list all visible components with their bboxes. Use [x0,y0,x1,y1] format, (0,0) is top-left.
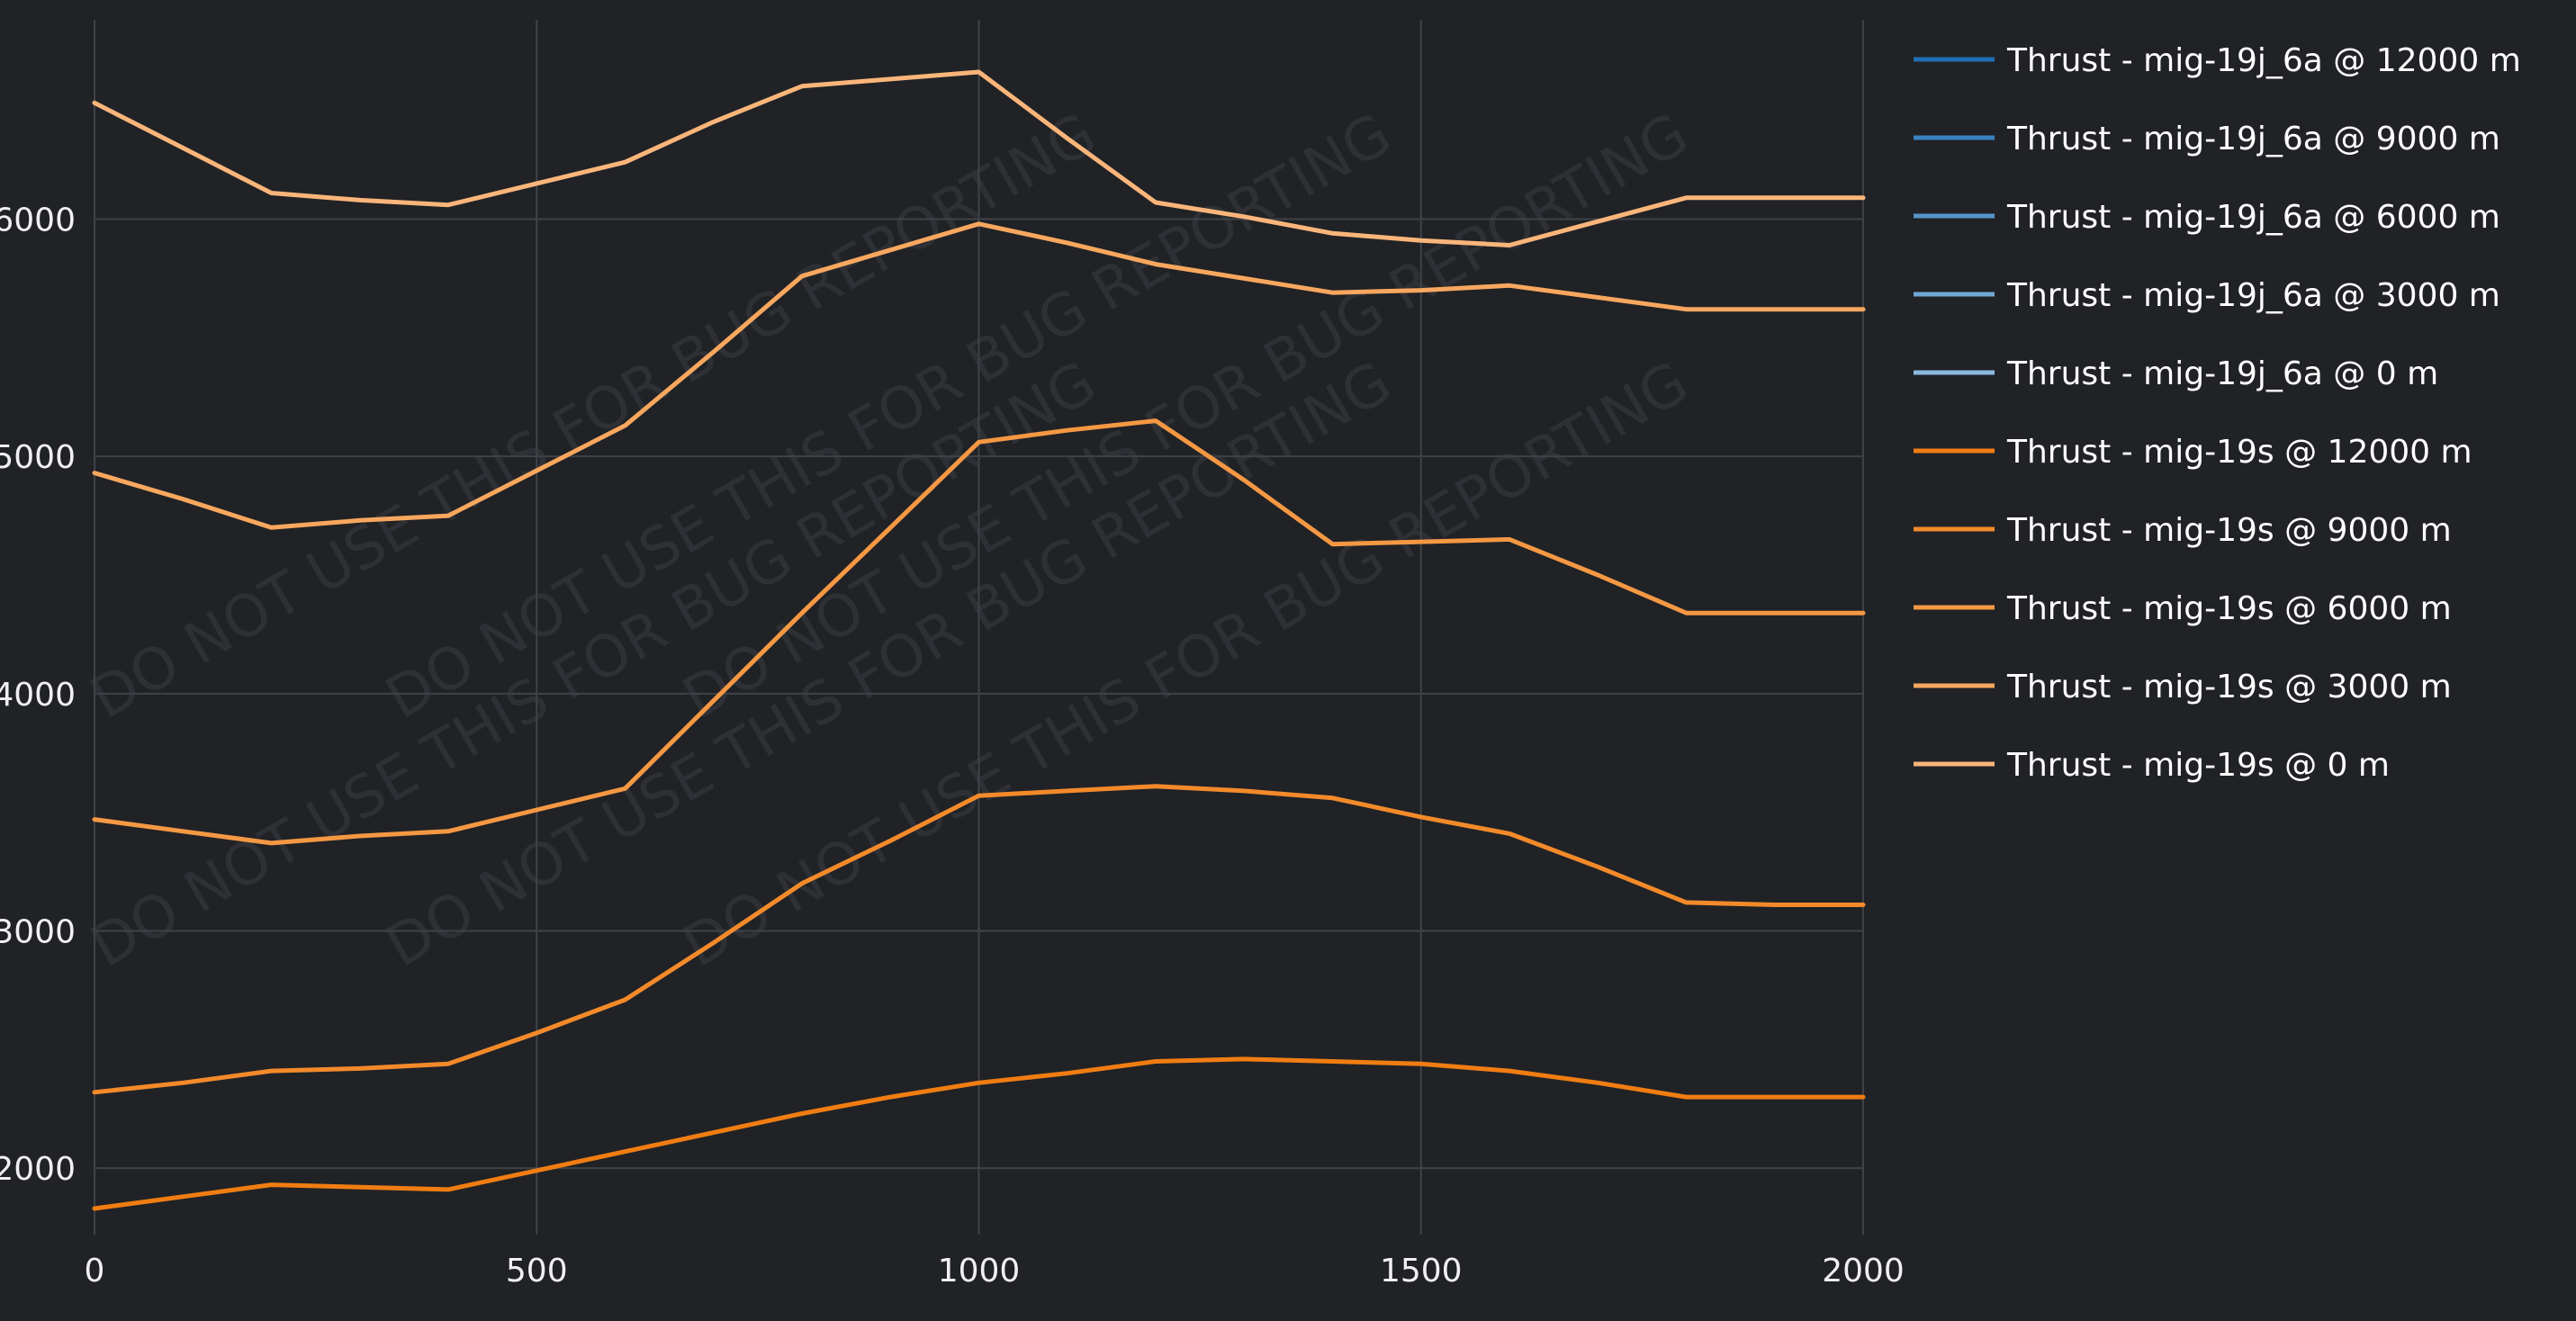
x-tick-label: 500 [506,1253,568,1290]
legend-item[interactable]: Thrust - mig-19j_6a @ 6000 m [1914,199,2500,236]
legend-label: Thrust - mig-19j_6a @ 0 m [2006,355,2438,392]
x-tick-label: 0 [85,1253,105,1290]
legend-label: Thrust - mig-19j_6a @ 3000 m [2006,277,2500,314]
series-layer [92,69,1866,1211]
legend-label: Thrust - mig-19s @ 12000 m [2006,434,2472,471]
legend-label: Thrust - mig-19j_6a @ 6000 m [2006,199,2500,236]
x-tick-label: 2000 [1822,1253,1905,1290]
x-tick-label: 1000 [938,1253,1021,1290]
legend-item[interactable]: Thrust - mig-19j_6a @ 9000 m [1914,121,2500,157]
x-tick-label: 1500 [1380,1253,1463,1290]
legend[interactable]: Thrust - mig-19j_6a @ 12000 m Thrust - mi… [1914,42,2521,784]
y-tick-label: 5000 [0,439,76,476]
series-line[interactable] [92,69,1866,247]
series-line[interactable] [92,1056,1866,1211]
y-tick-label: 3000 [0,914,76,951]
legend-item[interactable]: Thrust - mig-19j_6a @ 3000 m [1914,277,2500,314]
legend-item[interactable]: Thrust - mig-19s @ 9000 m [1914,512,2452,549]
y-tick-label: 2000 [0,1151,76,1188]
legend-item[interactable]: Thrust - mig-19s @ 6000 m [1914,590,2452,627]
legend-item[interactable]: Thrust - mig-19s @ 3000 m [1914,669,2452,705]
series-line[interactable] [92,418,1866,846]
y-tick-label: 4000 [0,677,76,714]
y-tick-label: 6000 [0,202,76,238]
axis-layer: 0 500 1000 1500 2000 2000 3000 4000 5000 6000 [0,202,1905,1290]
legend-item[interactable]: Thrust - mig-19j_6a @ 0 m [1914,355,2438,392]
legend-label: Thrust - mig-19s @ 3000 m [2006,669,2452,705]
legend-label: Thrust - mig-19s @ 0 m [2006,747,2390,784]
legend-item[interactable]: Thrust - mig-19s @ 12000 m [1914,434,2472,471]
series-line[interactable] [92,784,1866,1095]
legend-label: Thrust - mig-19j_6a @ 12000 m [2006,42,2521,79]
legend-label: Thrust - mig-19s @ 6000 m [2006,590,2452,627]
legend-label: Thrust - mig-19s @ 9000 m [2006,512,2452,549]
series-line[interactable] [92,221,1866,530]
legend-item[interactable]: Thrust - mig-19j_6a @ 12000 m [1914,42,2521,79]
legend-item[interactable]: Thrust - mig-19s @ 0 m [1914,747,2390,784]
legend-label: Thrust - mig-19j_6a @ 9000 m [2006,121,2500,157]
